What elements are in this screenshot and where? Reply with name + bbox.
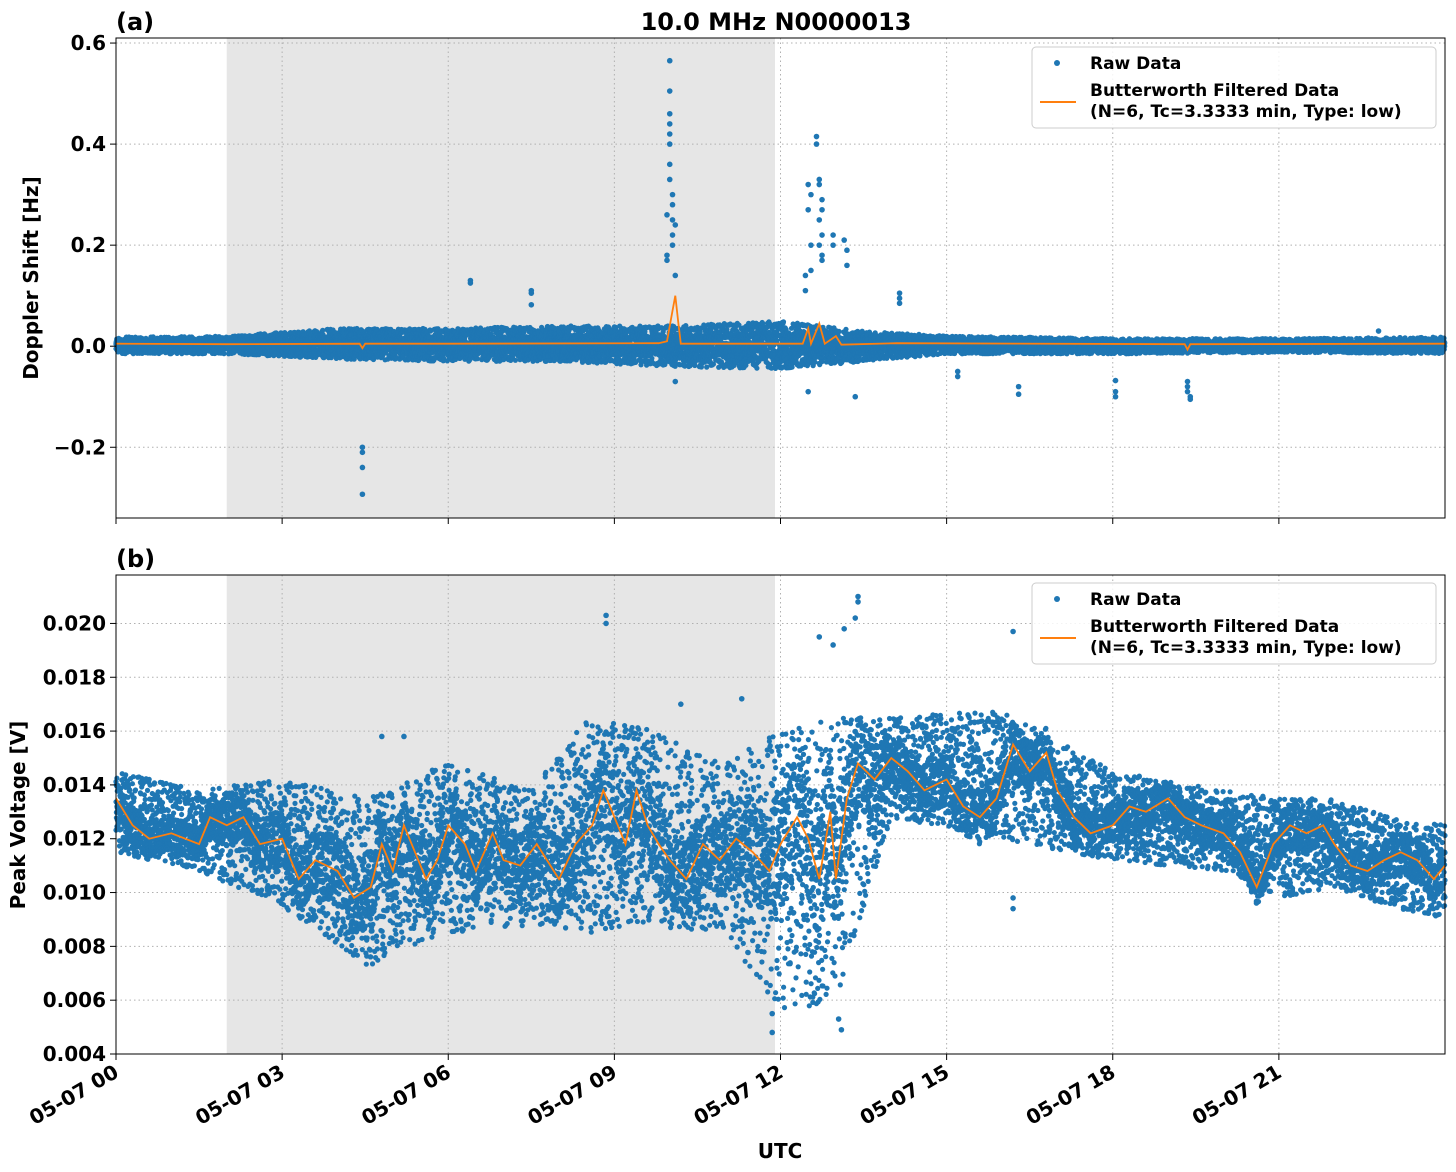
raw-data-point xyxy=(513,358,518,363)
raw-data-point xyxy=(475,356,480,361)
raw-data-point xyxy=(649,356,654,361)
raw-data-point xyxy=(221,351,226,356)
panel-a: −0.20.00.20.40.6 (a) Doppler Shift [Hz] … xyxy=(19,8,1447,524)
panel-a-shaded-region xyxy=(227,38,775,518)
figure-title: 10.0 MHz N0000013 xyxy=(641,8,912,36)
